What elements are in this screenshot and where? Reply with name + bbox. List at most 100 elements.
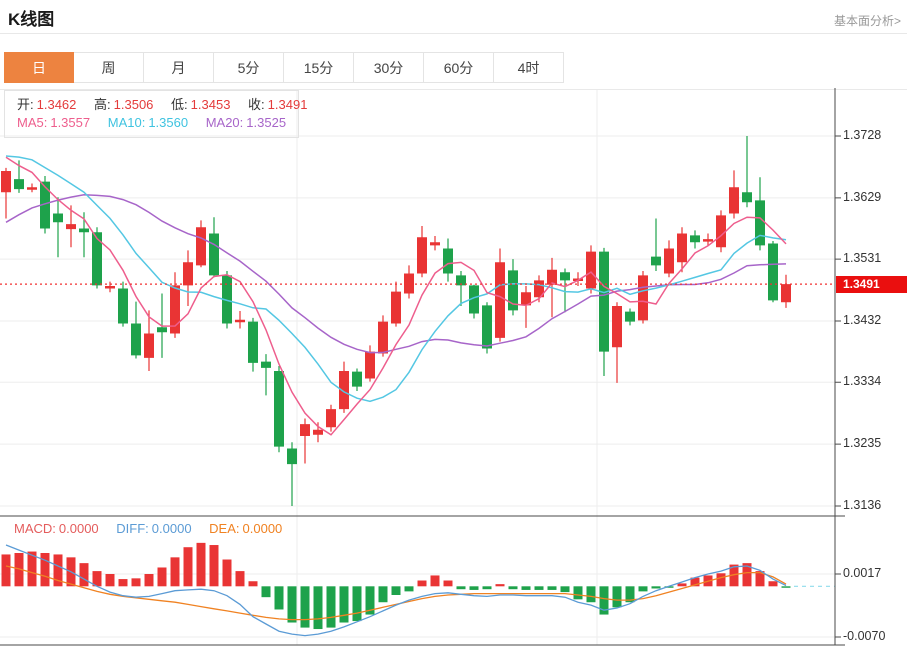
tab-period-2[interactable]: 月 <box>144 52 214 83</box>
candle-body[interactable] <box>1 171 11 193</box>
macd-hist-bar[interactable] <box>599 586 609 615</box>
candle-body[interactable] <box>157 327 167 333</box>
macd-hist-bar[interactable] <box>261 586 271 598</box>
candle-body[interactable] <box>404 273 414 294</box>
macd-hist-bar[interactable] <box>456 586 466 590</box>
candle-body[interactable] <box>235 319 245 323</box>
macd-hist-bar[interactable] <box>638 586 648 592</box>
macd-hist-bar[interactable] <box>274 586 284 610</box>
candle-body[interactable] <box>66 224 76 230</box>
macd-hist-bar[interactable] <box>92 571 102 587</box>
candle-body[interactable] <box>716 215 726 248</box>
macd-hist-bar[interactable] <box>612 586 622 608</box>
macd-hist-bar[interactable] <box>586 586 596 603</box>
candle-body[interactable] <box>430 242 440 246</box>
macd-hist-bar[interactable] <box>313 586 323 630</box>
candle-body[interactable] <box>53 213 63 223</box>
candle-body[interactable] <box>703 239 713 242</box>
candle-body[interactable] <box>378 321 388 354</box>
candle-body[interactable] <box>482 305 492 349</box>
macd-hist-bar[interactable] <box>105 574 115 587</box>
macd-hist-bar[interactable] <box>560 586 570 593</box>
candle-body[interactable] <box>300 424 310 436</box>
candle-body[interactable] <box>92 232 102 286</box>
candle-body[interactable] <box>196 227 206 266</box>
candle-body[interactable] <box>339 371 349 410</box>
macd-hist-bar[interactable] <box>183 547 193 587</box>
candle-body[interactable] <box>131 323 141 356</box>
macd-hist-bar[interactable] <box>365 586 375 615</box>
tab-period-1[interactable]: 周 <box>74 52 144 83</box>
fundamental-analysis-link[interactable]: 基本面分析> <box>833 14 901 28</box>
candle-body[interactable] <box>352 371 362 387</box>
candle-body[interactable] <box>599 251 609 352</box>
macd-hist-bar[interactable] <box>131 578 141 587</box>
candle-body[interactable] <box>391 291 401 324</box>
candle-body[interactable] <box>274 371 284 447</box>
macd-hist-bar[interactable] <box>573 586 583 600</box>
macd-hist-bar[interactable] <box>443 580 453 587</box>
candle-body[interactable] <box>443 248 453 274</box>
candle-body[interactable] <box>287 448 297 465</box>
macd-hist-bar[interactable] <box>547 586 557 590</box>
tab-period-7[interactable]: 4时 <box>494 52 564 83</box>
macd-hist-bar[interactable] <box>40 553 50 587</box>
candle-body[interactable] <box>742 192 752 203</box>
macd-hist-bar[interactable] <box>157 567 167 587</box>
macd-hist-bar[interactable] <box>339 586 349 623</box>
macd-hist-bar[interactable] <box>404 586 414 592</box>
candle-body[interactable] <box>638 275 648 321</box>
macd-hist-bar[interactable] <box>235 571 245 587</box>
candle-body[interactable] <box>209 233 219 276</box>
macd-hist-bar[interactable] <box>378 586 388 603</box>
macd-hist-bar[interactable] <box>729 564 739 587</box>
candle-body[interactable] <box>495 262 505 338</box>
candle-body[interactable] <box>508 270 518 311</box>
macd-hist-bar[interactable] <box>209 545 219 587</box>
candle-body[interactable] <box>586 251 596 289</box>
macd-hist-bar[interactable] <box>508 586 518 590</box>
macd-hist-bar[interactable] <box>222 559 232 587</box>
candle-body[interactable] <box>469 285 479 314</box>
macd-hist-bar[interactable] <box>248 581 258 587</box>
macd-hist-bar[interactable] <box>482 586 492 590</box>
macd-hist-bar[interactable] <box>14 553 24 587</box>
candle-body[interactable] <box>313 429 323 435</box>
tab-period-5[interactable]: 30分 <box>354 52 424 83</box>
candle-body[interactable] <box>612 306 622 348</box>
macd-hist-bar[interactable] <box>326 586 336 628</box>
candle-body[interactable] <box>729 187 739 214</box>
candle-body[interactable] <box>144 333 154 358</box>
macd-hist-bar[interactable] <box>781 586 791 588</box>
candle-body[interactable] <box>781 284 791 303</box>
macd-hist-bar[interactable] <box>300 586 310 628</box>
candle-body[interactable] <box>27 187 37 190</box>
candle-body[interactable] <box>625 311 635 322</box>
macd-hist-bar[interactable] <box>196 542 206 587</box>
macd-hist-bar[interactable] <box>716 573 726 587</box>
candle-body[interactable] <box>690 235 700 243</box>
candle-body[interactable] <box>456 275 466 286</box>
macd-hist-bar[interactable] <box>1 554 11 587</box>
candle-body[interactable] <box>768 243 778 301</box>
macd-hist-bar[interactable] <box>391 586 401 595</box>
macd-hist-bar[interactable] <box>430 575 440 587</box>
candle-body[interactable] <box>755 200 765 246</box>
macd-hist-bar[interactable] <box>27 551 37 587</box>
macd-hist-bar[interactable] <box>664 586 674 588</box>
candle-body[interactable] <box>547 269 557 285</box>
macd-hist-bar[interactable] <box>534 586 544 590</box>
macd-hist-bar[interactable] <box>651 586 661 589</box>
tab-period-3[interactable]: 5分 <box>214 52 284 83</box>
candle-body[interactable] <box>417 237 427 274</box>
macd-hist-bar[interactable] <box>118 579 128 587</box>
macd-hist-bar[interactable] <box>677 583 687 587</box>
tab-period-6[interactable]: 60分 <box>424 52 494 83</box>
macd-hist-bar[interactable] <box>768 581 778 587</box>
macd-hist-bar[interactable] <box>53 554 63 587</box>
macd-hist-bar[interactable] <box>79 563 89 587</box>
macd-hist-bar[interactable] <box>352 586 362 622</box>
candle-body[interactable] <box>118 288 128 324</box>
tab-period-4[interactable]: 15分 <box>284 52 354 83</box>
